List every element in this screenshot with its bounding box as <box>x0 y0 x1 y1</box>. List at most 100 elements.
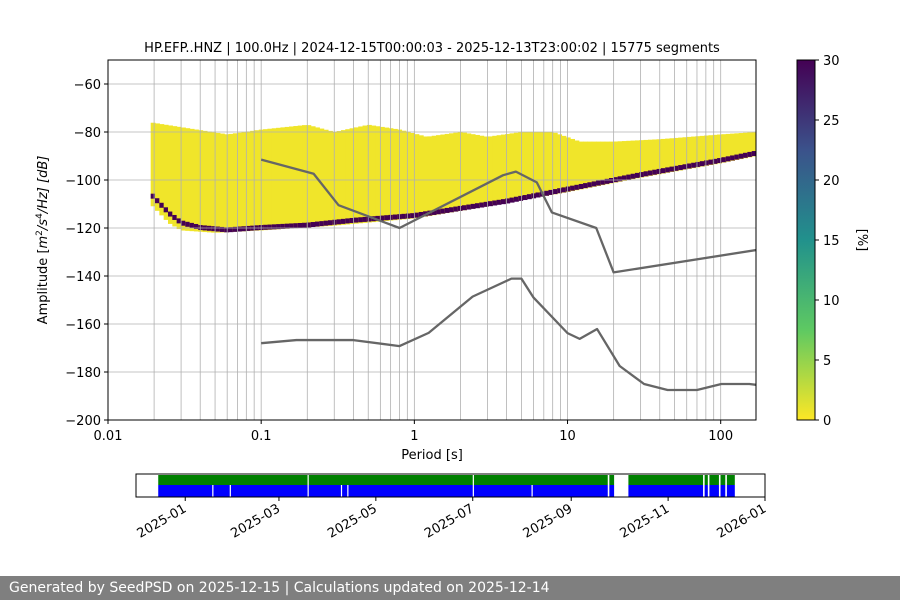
psd-column <box>271 128 277 230</box>
psd-mode-cell <box>561 187 567 193</box>
psd-column <box>219 133 225 233</box>
footer-text: Generated by SeedPSD on 2025-12-15 | Cal… <box>9 580 550 596</box>
psd-column <box>237 132 243 232</box>
psd-column <box>340 130 346 225</box>
psd-mode-cell <box>518 195 524 201</box>
psd-column <box>462 132 467 211</box>
psd-mode-cell <box>596 180 601 186</box>
psd-mode-cell <box>314 221 320 227</box>
psd-column <box>751 132 756 157</box>
psd-mode-cell <box>198 225 204 231</box>
psd-mode-cell <box>155 198 160 204</box>
psd-mode-cell <box>600 179 606 185</box>
psd-column <box>539 132 545 197</box>
psd-mode-cell <box>340 218 346 224</box>
psd-mode-cell <box>302 222 307 228</box>
psd-column <box>552 132 558 195</box>
psd-mode-cell <box>483 201 489 207</box>
psd-mode-cell <box>306 222 312 228</box>
psd-column <box>185 128 191 231</box>
psd-mode-cell <box>738 153 744 159</box>
x-tick-label: 100 <box>708 429 733 444</box>
psd-mode-cell <box>509 197 515 203</box>
x-tick-label: 1 <box>410 429 418 444</box>
psd-column <box>293 126 299 229</box>
psd-column <box>717 134 723 164</box>
psd-column <box>522 132 528 200</box>
psd-mode-cell <box>522 195 528 201</box>
psd-mode-cell <box>617 176 623 182</box>
psd-mode-cell <box>271 224 277 230</box>
psd-column <box>302 125 307 228</box>
coverage-gap <box>212 485 214 497</box>
psd-column <box>423 136 428 217</box>
psd-mode-cell <box>215 226 221 232</box>
psd-mode-cell <box>699 161 705 167</box>
psd-column <box>500 134 506 204</box>
psd-column <box>198 130 204 232</box>
y-tick-label: −200 <box>65 414 101 429</box>
psd-column <box>561 135 567 193</box>
psd-column <box>336 131 342 226</box>
psd-column <box>725 133 731 162</box>
psd-column <box>600 141 606 186</box>
psd-mode-cell <box>591 181 597 187</box>
psd-mode-cell <box>345 218 351 224</box>
psd-column <box>232 133 238 232</box>
coverage-gap <box>347 485 349 497</box>
psd-column <box>535 132 541 198</box>
psd-column <box>686 136 692 169</box>
psd-column <box>159 124 165 216</box>
psd-mode-cell <box>228 227 234 233</box>
psd-mode-cell <box>414 212 420 218</box>
psd-column <box>323 129 329 227</box>
psd-column <box>375 126 381 222</box>
psd-mode-cell <box>392 214 398 220</box>
psd-mode-cell <box>751 151 756 157</box>
psd-mode-cell <box>379 215 385 221</box>
timeline-tick-label: 2025-05 <box>325 501 380 541</box>
psd-mode-cell <box>587 182 593 188</box>
psd-column <box>509 133 515 203</box>
psd-column <box>738 133 744 160</box>
psd-column <box>492 135 498 206</box>
psd-mode-cell <box>496 199 502 205</box>
psd-column <box>669 138 675 173</box>
psd-mode-cell <box>544 190 550 196</box>
psd-mode-cell <box>180 220 186 226</box>
coverage-top-bar <box>628 475 704 485</box>
coverage-top-bar <box>720 475 726 485</box>
coverage-gap <box>307 485 309 497</box>
psd-column <box>418 135 424 218</box>
psd-column <box>245 131 251 232</box>
psd-column <box>682 137 688 170</box>
psd-mode-cell <box>289 223 294 229</box>
psd-mode-cell <box>176 218 182 224</box>
psd-mode-cell <box>721 157 727 163</box>
psd-mode-cell <box>734 154 740 160</box>
psd-mode-cell <box>159 202 165 208</box>
colorbar-tick-label: 25 <box>823 114 840 129</box>
psd-column <box>362 125 368 223</box>
psd-mode-cell <box>747 151 753 157</box>
psd-column <box>267 128 273 230</box>
psd-mode-cell <box>323 220 329 226</box>
psd-column <box>570 138 576 192</box>
noise-model-high <box>260 158 756 274</box>
psd-mode-cell <box>626 174 632 180</box>
psd-heatmap <box>150 122 756 233</box>
plot-frame <box>107 59 757 421</box>
psd-column <box>626 140 632 180</box>
grid-lines <box>107 60 756 421</box>
coverage-gap <box>229 485 231 497</box>
psd-mode-cell <box>401 213 407 219</box>
y-tick-label: −100 <box>65 174 101 189</box>
psd-mode-cell <box>535 192 541 198</box>
coverage-top-bar <box>609 475 615 485</box>
psd-column <box>483 136 489 207</box>
coverage-bottom-bar <box>704 485 708 497</box>
psd-column <box>241 132 247 232</box>
psd-column <box>349 128 355 225</box>
psd-mode-cell <box>704 160 710 166</box>
psd-mode-cell <box>660 168 666 174</box>
